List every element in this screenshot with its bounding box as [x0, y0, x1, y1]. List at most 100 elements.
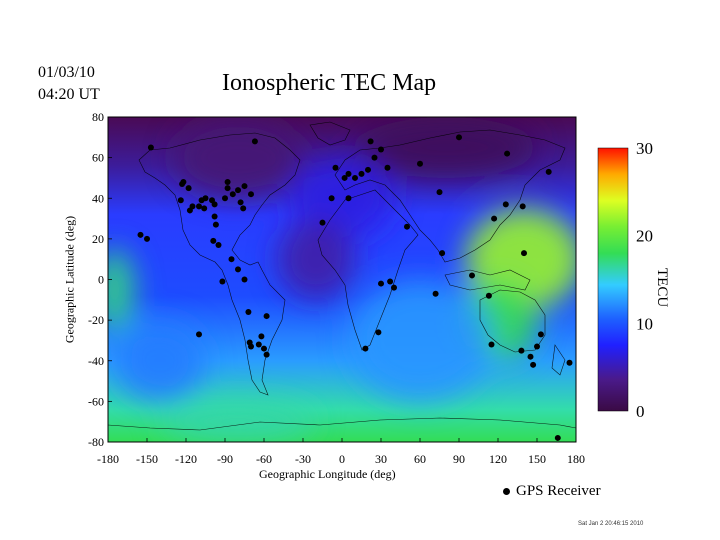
x-axis-label: Geographic Longitude (deg) — [259, 467, 396, 481]
x-tick-label: 30 — [375, 452, 387, 466]
gps-receiver-marker — [263, 351, 270, 358]
gps-receiver-marker — [211, 201, 218, 208]
x-tick-label: -120 — [175, 452, 197, 466]
gps-receiver-marker — [261, 345, 267, 352]
gps-receiver-marker — [215, 241, 222, 248]
tec-region — [355, 117, 537, 178]
gps-receiver-marker — [245, 309, 252, 315]
tec-region — [114, 320, 206, 402]
gps-receiver-marker — [545, 168, 552, 175]
colorbar-tick-label: 30 — [636, 139, 653, 158]
gps-receiver-marker — [258, 333, 265, 340]
gps-receiver-marker — [456, 134, 462, 141]
gps-receiver-marker — [202, 195, 209, 202]
y-tick-label: 40 — [92, 191, 104, 205]
tec-region — [108, 249, 134, 331]
colorbar — [597, 147, 629, 412]
y-tick-label: 0 — [98, 273, 104, 287]
gps-receiver-marker — [224, 179, 231, 185]
y-tick-label: -20 — [88, 313, 104, 327]
gps-receiver-marker — [378, 280, 384, 287]
gps-receiver-marker — [210, 237, 217, 244]
gps-receiver-marker — [224, 185, 231, 192]
gps-receiver-marker — [185, 185, 192, 192]
chart-title: Ionospheric TEC Map — [222, 70, 437, 96]
gps-receiver-marker — [240, 205, 247, 212]
gps-receiver-marker — [387, 278, 394, 285]
gps-receiver-marker — [554, 434, 561, 441]
y-tick-label: -60 — [88, 394, 104, 408]
gps-receiver-marker — [241, 183, 248, 190]
gps-receiver-marker — [255, 341, 262, 348]
gps-receiver-marker — [248, 191, 254, 198]
gps-marker-icon — [503, 488, 510, 496]
gps-receiver-marker — [566, 359, 573, 366]
gps-receiver-marker — [201, 205, 208, 212]
gps-receiver-marker — [219, 278, 226, 285]
gps-receiver-marker — [246, 339, 253, 346]
gps-receiver-marker — [251, 138, 258, 145]
y-axis-label: Geographic Latitude (deg) — [62, 215, 77, 344]
gps-receiver-marker — [362, 345, 369, 352]
x-tick-label: -30 — [295, 452, 311, 466]
gps-receiver-marker — [519, 203, 526, 210]
tec-region — [277, 218, 355, 300]
x-tick-label: 180 — [567, 452, 585, 466]
gps-receiver-marker — [241, 276, 248, 283]
gps-receiver-marker — [328, 195, 335, 202]
map-date: 01/03/10 — [38, 64, 95, 81]
x-tick-label: 150 — [528, 452, 546, 466]
gps-receiver-marker — [358, 170, 365, 177]
y-tick-label: 20 — [92, 232, 104, 246]
gps-receiver-marker — [341, 174, 348, 181]
x-axis-ticks: -180 -150 -120 -90 -60 -30 0 30 60 90 120 150 180 — [97, 438, 585, 466]
gps-receiver-marker — [485, 292, 492, 299]
gps-receiver-marker — [137, 231, 144, 238]
gps-receiver-marker — [371, 154, 378, 161]
coastline-outline — [108, 121, 576, 431]
colorbar-tick-label: 10 — [636, 314, 653, 333]
y-axis-ticks: 80 60 40 20 0 -20 -40 -60 -80 — [88, 110, 112, 449]
colorbar-ticks: 0 10 20 30 — [636, 139, 653, 421]
colorbar-tick-label: 0 — [636, 402, 645, 421]
tec-region — [348, 279, 492, 402]
gps-receiver-marker — [222, 195, 228, 202]
gps-receiver-marker — [196, 203, 202, 210]
gps-receiver-marker — [179, 181, 186, 188]
gps-receiver-marker — [365, 166, 371, 173]
gps-receiver-marker — [263, 313, 270, 320]
gps-receiver-marker — [237, 199, 244, 206]
tec-region — [173, 117, 303, 199]
x-tick-label: 60 — [414, 452, 426, 466]
gps-receiver-marker — [375, 329, 382, 336]
gps-receiver-marker — [530, 361, 537, 368]
colorbar-tick-label: 20 — [636, 227, 653, 246]
gps-receiver-marker — [345, 170, 352, 177]
gps-receiver-marker — [404, 223, 410, 230]
x-tick-label: -60 — [256, 452, 272, 466]
gps-receiver-marker — [212, 221, 219, 228]
gps-receiver-marker — [439, 250, 446, 257]
gps-receiver-marker — [534, 343, 540, 350]
gps-receiver-marker — [391, 284, 397, 291]
x-tick-label: -150 — [136, 452, 158, 466]
gps-receiver-marker — [502, 201, 509, 208]
gps-receiver-marker — [177, 197, 184, 204]
gps-receiver-marker — [228, 256, 235, 263]
gps-receiver-marker — [196, 331, 202, 338]
y-tick-label: -40 — [88, 354, 104, 368]
gps-receiver-marker — [527, 353, 534, 360]
gps-receiver-marker — [432, 290, 439, 297]
legend-label: GPS Receiver — [516, 483, 601, 499]
x-tick-label: 0 — [339, 452, 345, 466]
y-tick-label: 60 — [92, 151, 104, 165]
x-tick-label: 120 — [489, 452, 507, 466]
gps-receiver-marker — [211, 213, 218, 220]
gps-receiver-marker — [469, 272, 475, 279]
y-tick-label: -80 — [88, 435, 104, 449]
gps-receiver-marker — [537, 331, 544, 338]
gps-receiver-marker — [235, 266, 241, 273]
colorbar-label: TECU — [654, 268, 670, 308]
x-tick-label: 90 — [453, 452, 465, 466]
